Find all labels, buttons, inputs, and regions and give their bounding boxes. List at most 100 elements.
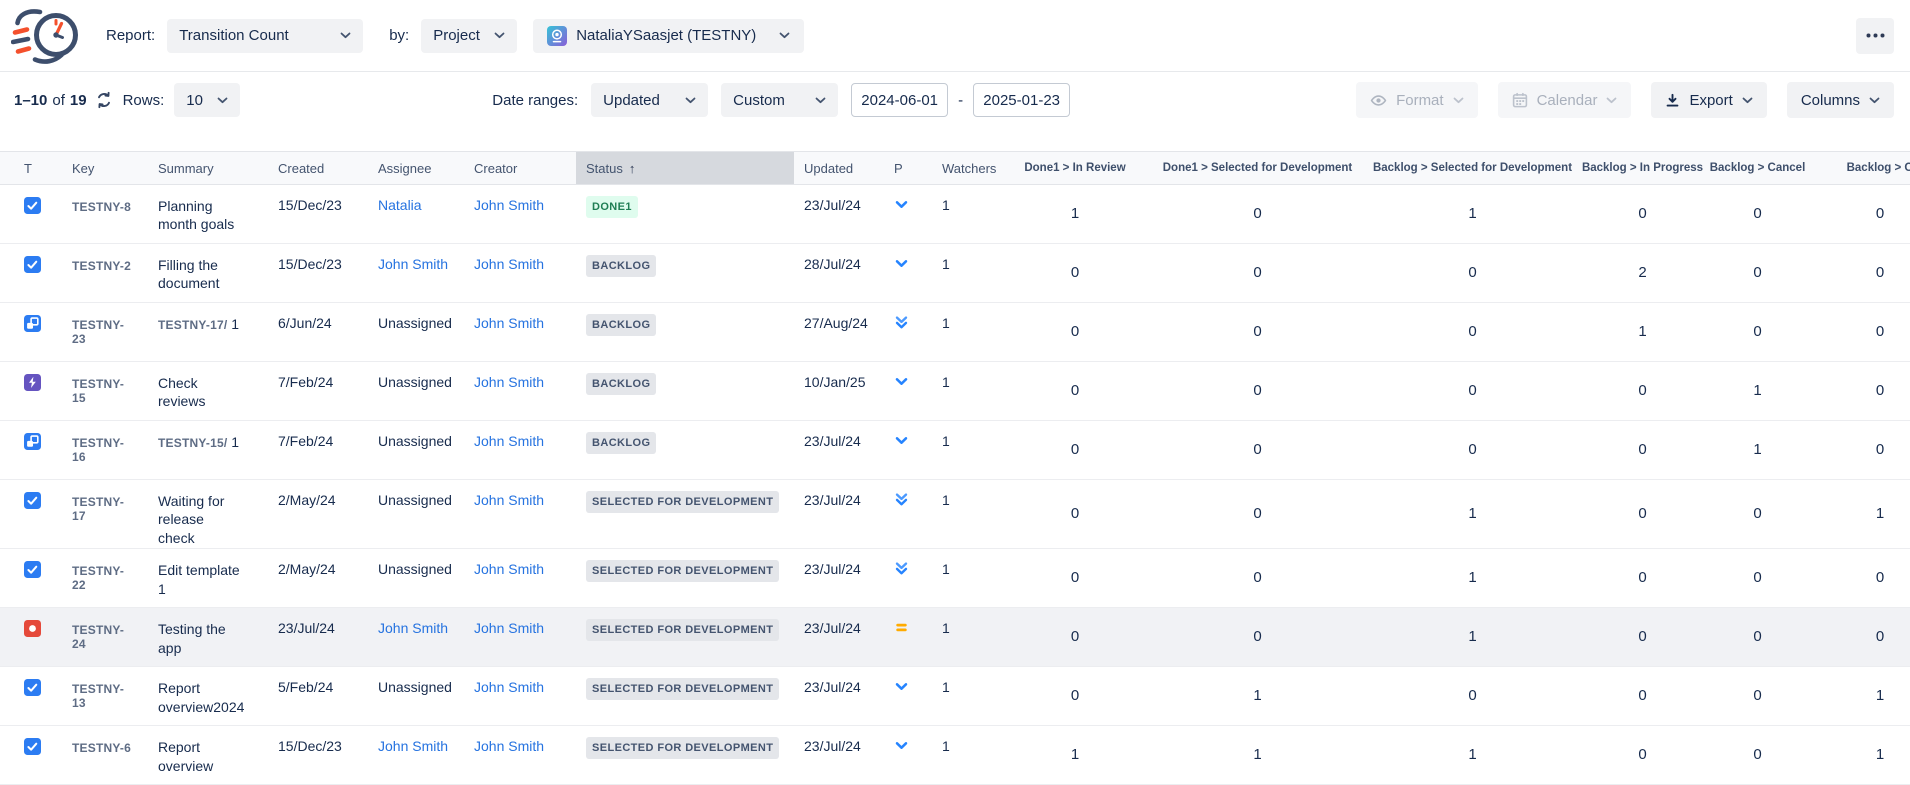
created-cell: 5/Feb/24 bbox=[262, 667, 360, 726]
meatball-menu-icon bbox=[1866, 33, 1885, 38]
creator-link[interactable]: John Smith bbox=[474, 374, 544, 390]
speed-clock-logo-icon bbox=[10, 7, 84, 65]
watchers-cell: 1 bbox=[928, 667, 1000, 726]
refresh-button[interactable] bbox=[93, 89, 115, 111]
project-select[interactable]: NataliaYSaasjet (TESTNY) bbox=[533, 19, 804, 53]
epic-icon bbox=[24, 374, 41, 391]
column-header-status[interactable]: Status↑ bbox=[576, 152, 794, 185]
column-header-backlog-in-progress[interactable]: Backlog > In Progress bbox=[1580, 152, 1705, 185]
issue-key[interactable]: TESTNY-22 bbox=[46, 549, 134, 608]
column-header-created[interactable]: Created bbox=[262, 152, 360, 185]
format-button[interactable]: Format bbox=[1356, 82, 1478, 118]
creator-link[interactable]: John Smith bbox=[474, 679, 544, 695]
scope-value: Project bbox=[433, 27, 480, 44]
calendar-button[interactable]: Calendar bbox=[1498, 82, 1632, 118]
column-header-creator[interactable]: Creator bbox=[458, 152, 576, 185]
date-from-input[interactable] bbox=[851, 83, 948, 117]
table-body: TESTNY-8Planning month goals15/Dec/23Nat… bbox=[0, 185, 1910, 785]
date-mode-select[interactable]: Custom bbox=[721, 83, 838, 117]
creator-link[interactable]: John Smith bbox=[474, 492, 544, 508]
column-header-t[interactable]: T bbox=[0, 152, 46, 185]
transition-count-cell: 0 bbox=[1580, 726, 1705, 785]
column-header-done1-selected-for-development[interactable]: Done1 > Selected for Development bbox=[1150, 152, 1365, 185]
date-mode-value: Custom bbox=[733, 92, 785, 109]
issue-key[interactable]: TESTNY-15 bbox=[46, 362, 134, 421]
export-button[interactable]: Export bbox=[1651, 82, 1766, 118]
watchers-cell: 1 bbox=[928, 244, 1000, 303]
issue-summary: Filling the document bbox=[158, 256, 244, 293]
table-row[interactable]: TESTNY-13 Report overview2024 5/Feb/24 Unas… bbox=[0, 667, 1910, 726]
priority-low-icon bbox=[894, 197, 909, 212]
issue-key[interactable]: TESTNY-13 bbox=[46, 667, 134, 726]
column-header-p[interactable]: P bbox=[886, 152, 928, 185]
assignee-cell: John Smith bbox=[360, 726, 458, 785]
table-row[interactable]: TESTNY-22Edit template 12/May/24Unassign… bbox=[0, 549, 1910, 608]
columns-button[interactable]: Columns bbox=[1787, 82, 1894, 118]
column-header-label: Created bbox=[278, 161, 324, 176]
table-row[interactable]: TESTNY-24Testing the app23/Jul/24John Sm… bbox=[0, 608, 1910, 667]
updated-cell: 23/Jul/24 bbox=[794, 549, 886, 608]
column-header-key[interactable]: Key bbox=[46, 152, 134, 185]
transition-count-cell: 1 bbox=[1150, 726, 1365, 785]
date-to-input[interactable] bbox=[973, 83, 1070, 117]
creator-link[interactable]: John Smith bbox=[474, 738, 544, 754]
table-row[interactable]: TESTNY-17Waiting for release check2/May/… bbox=[0, 480, 1910, 549]
issue-summary-cell: Report overview2024 bbox=[134, 667, 262, 726]
table-row[interactable]: TESTNY-23TESTNY-17/ 16/Jun/24UnassignedJ… bbox=[0, 303, 1910, 362]
more-menu-button[interactable] bbox=[1856, 18, 1894, 54]
column-header-label: Backlog > Selected for Development bbox=[1373, 162, 1572, 174]
transition-count-cell: 0 bbox=[1000, 667, 1150, 726]
creator-link[interactable]: John Smith bbox=[474, 256, 544, 272]
report-type-select[interactable]: Transition Count bbox=[167, 19, 363, 53]
watchers-cell: 1 bbox=[928, 608, 1000, 667]
table-row[interactable]: TESTNY-2Filling the document15/Dec/23Joh… bbox=[0, 244, 1910, 303]
column-header-label: Backlog > In Progress bbox=[1582, 162, 1703, 174]
creator-link[interactable]: John Smith bbox=[474, 197, 544, 213]
assignee-link[interactable]: John Smith bbox=[378, 738, 448, 754]
creator-cell: John Smith bbox=[458, 362, 576, 421]
column-header-watchers[interactable]: Watchers bbox=[928, 152, 1000, 185]
assignee-text: Unassigned bbox=[378, 679, 452, 695]
creator-link[interactable]: John Smith bbox=[474, 620, 544, 636]
column-header-updated[interactable]: Updated bbox=[794, 152, 886, 185]
transition-count-cell: 0 bbox=[1000, 362, 1150, 421]
issue-type-cell bbox=[0, 362, 46, 421]
issue-key[interactable]: TESTNY-23 bbox=[46, 303, 134, 362]
column-header-summary[interactable]: Summary bbox=[134, 152, 262, 185]
creator-link[interactable]: John Smith bbox=[474, 433, 544, 449]
assignee-link[interactable]: John Smith bbox=[378, 620, 448, 636]
priority-low-icon bbox=[894, 679, 909, 694]
rows-per-page-select[interactable]: 10 bbox=[174, 83, 240, 117]
watchers-cell: 1 bbox=[928, 726, 1000, 785]
table-row[interactable]: TESTNY-16TESTNY-15/ 17/Feb/24UnassignedJ… bbox=[0, 421, 1910, 480]
priority-lowest-icon bbox=[894, 492, 909, 507]
issue-key[interactable]: TESTNY-16 bbox=[46, 421, 134, 480]
table-header-row: TKeySummary Created AssigneeCreatorStatus↑… bbox=[0, 152, 1910, 185]
top-bar: Report: Transition Count by: Project Nat… bbox=[0, 0, 1910, 72]
column-header-backlog-cancel[interactable]: Backlog > Cancel bbox=[1705, 152, 1810, 185]
issue-key[interactable]: TESTNY-24 bbox=[46, 608, 134, 667]
table-row[interactable]: TESTNY-6Report overview15/Dec/23John Smi… bbox=[0, 726, 1910, 785]
assignee-link[interactable]: Natalia bbox=[378, 197, 422, 213]
scope-select[interactable]: Project bbox=[421, 19, 517, 53]
column-header-done1-in-review[interactable]: Done1 > In Review bbox=[1000, 152, 1150, 185]
summary-text: Report overview2024 bbox=[158, 680, 244, 714]
column-header-assignee[interactable]: Assignee bbox=[360, 152, 458, 185]
date-field-select[interactable]: Updated bbox=[591, 83, 708, 117]
creator-link[interactable]: John Smith bbox=[474, 561, 544, 577]
column-header-backlog-o[interactable]: Backlog > O bbox=[1810, 152, 1910, 185]
issue-key[interactable]: TESTNY-8 bbox=[46, 185, 134, 244]
assignee-link[interactable]: John Smith bbox=[378, 256, 448, 272]
issue-key[interactable]: TESTNY-6 bbox=[46, 726, 134, 785]
issue-summary: Waiting for release check bbox=[158, 492, 244, 547]
creator-link[interactable]: John Smith bbox=[474, 315, 544, 331]
issue-summary: TESTNY-17/ 1 bbox=[158, 315, 244, 334]
table-row[interactable]: TESTNY-15Check reviews7/Feb/24Unassigned… bbox=[0, 362, 1910, 421]
watchers-cell: 1 bbox=[928, 185, 1000, 244]
transition-count-cell: 0 bbox=[1810, 303, 1910, 362]
priority-cell bbox=[886, 667, 928, 726]
issue-key[interactable]: TESTNY-17 bbox=[46, 480, 134, 549]
table-row[interactable]: TESTNY-8Planning month goals15/Dec/23Nat… bbox=[0, 185, 1910, 244]
column-header-backlog-selected-for-development[interactable]: Backlog > Selected for Development bbox=[1365, 152, 1580, 185]
issue-key[interactable]: TESTNY-2 bbox=[46, 244, 134, 303]
